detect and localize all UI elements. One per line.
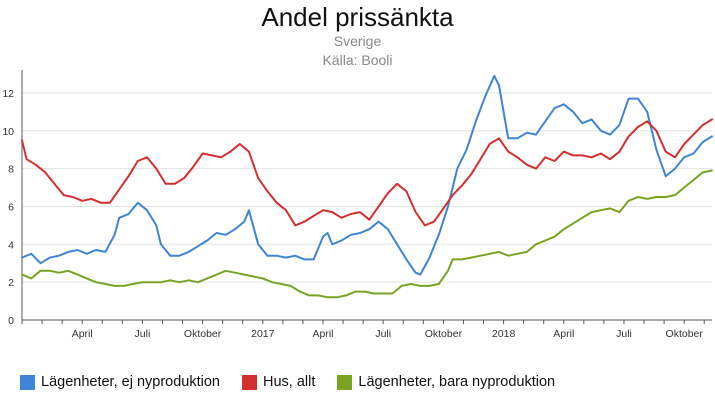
y-tick-label: 4: [8, 239, 14, 251]
legend-label: Hus, allt: [262, 374, 316, 390]
legend-label: Lägenheter, ej nyproduktion: [41, 374, 220, 390]
legend-swatch: [20, 374, 35, 390]
y-tick-label: 8: [8, 164, 14, 176]
series-lines: [21, 74, 713, 299]
x-tick-label: Oktober: [425, 328, 463, 340]
y-tick-label: 12: [2, 88, 14, 100]
grid-lines: [22, 92, 712, 283]
x-tick-label: April: [72, 328, 93, 340]
legend-label: Lägenheter, bara nyproduktion: [358, 374, 556, 390]
legend: Lägenheter, ej nyproduktion Hus, allt Lä…: [20, 374, 555, 390]
legend-item-houses[interactable]: Hus, allt: [241, 374, 316, 390]
x-axis: April Juli Oktober 2017 April Juli Oktober 2018…: [21, 319, 712, 340]
y-tick-label: 10: [2, 126, 14, 138]
x-tick-label: Juli: [616, 328, 632, 340]
legend-swatch: [337, 374, 353, 390]
x-tick-label: April: [312, 328, 333, 340]
y-tick-label: 2: [8, 277, 14, 289]
legend-swatch: [241, 374, 257, 390]
y-tick-label: 0: [8, 315, 14, 327]
chart-subtitle-region: Sverige: [333, 33, 382, 49]
x-tick-label: 2017: [251, 328, 275, 340]
x-tick-label: April: [553, 328, 574, 340]
x-tick-label: Oktober: [184, 328, 222, 340]
x-tick-label: 2018: [492, 328, 516, 340]
x-tick-label: Oktober: [666, 328, 704, 340]
legend-item-apartments-new[interactable]: Lägenheter, bara nyproduktion: [337, 374, 555, 390]
y-tick-label: 6: [8, 201, 14, 213]
x-tick-label: Juli: [135, 328, 151, 340]
chart-title: Andel prissänkta: [261, 2, 454, 32]
legend-item-apartments-existing[interactable]: Lägenheter, ej nyproduktion: [20, 374, 220, 390]
chart-subtitle-source: Källa: Booli: [322, 52, 393, 68]
x-tick-label: Juli: [375, 328, 391, 340]
y-axis: 0 2 4 6 8 10 12: [2, 70, 23, 327]
series-line-2: [21, 169, 713, 299]
series-line-1: [21, 118, 713, 227]
line-chart: 0 2 4 6 8 10 12 April Juli Oktober 2017 April Juli O…: [2, 70, 713, 340]
series-line-0: [21, 74, 713, 276]
